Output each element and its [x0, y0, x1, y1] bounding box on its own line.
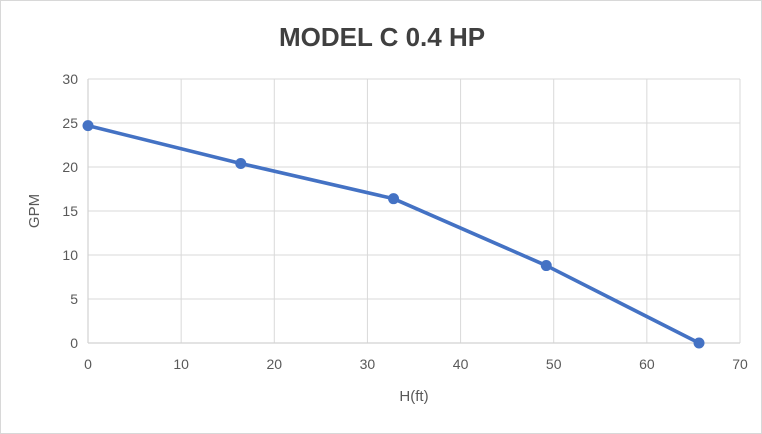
x-tick-label: 10: [173, 356, 189, 372]
data-point-marker: [388, 193, 400, 205]
x-tick-label: 60: [639, 356, 655, 372]
y-tick-label: 25: [62, 115, 78, 131]
series-layer: [82, 120, 705, 349]
chart-title: MODEL C 0.4 HP: [279, 22, 485, 52]
data-point-marker: [540, 260, 552, 272]
data-point-marker: [693, 337, 705, 349]
y-tick-label: 30: [62, 71, 78, 87]
x-tick-label: 30: [360, 356, 376, 372]
series-line: [86, 123, 701, 345]
gridlines-layer: [87, 78, 741, 344]
x-tick-label: 50: [546, 356, 562, 372]
x-tick-label: 20: [266, 356, 282, 372]
x-tick-label: 70: [732, 356, 748, 372]
y-tick-label: 0: [70, 335, 78, 351]
y-tick-label: 10: [62, 247, 78, 263]
data-point-marker: [235, 157, 247, 169]
y-axis-title: GPM: [26, 194, 43, 228]
x-tick-label: 40: [453, 356, 469, 372]
tick-labels-layer: 0 5 10 15 20 25 30 0 10 20 30 40 50 60 70: [62, 71, 748, 372]
x-tick-label: 0: [84, 356, 92, 372]
x-axis-title: H(ft): [399, 388, 428, 405]
y-tick-label: 5: [70, 291, 78, 307]
y-tick-label: 15: [62, 203, 78, 219]
y-tick-label: 20: [62, 159, 78, 175]
data-point-marker: [82, 120, 94, 132]
